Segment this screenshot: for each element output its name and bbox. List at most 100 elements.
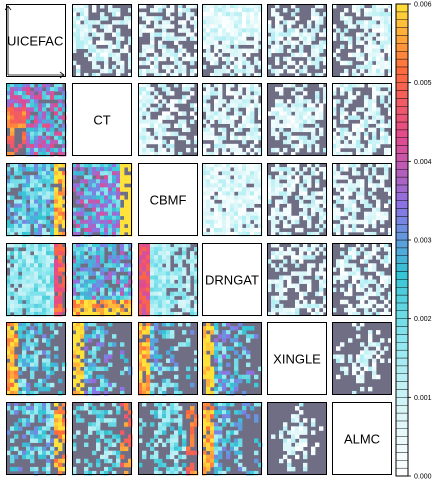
cell-value-patch [38,183,43,188]
cell-value-patch [279,32,284,37]
cell-value-patch [162,279,167,284]
cell-value-patch [226,410,231,415]
cell-value-patch [372,263,377,268]
cell-value-patch [46,342,51,347]
cell-value-patch [182,95,187,100]
cell-value-patch [368,191,373,196]
cell-value-patch [88,279,93,284]
cell-value-patch [54,283,59,289]
cell-value-patch [364,255,369,260]
cell-value-patch [186,4,191,9]
cell-value-patch [128,52,133,58]
cell-value-patch [311,418,316,423]
cell-value-patch [6,255,11,260]
cell-value-patch [246,191,251,196]
cell-value-patch [352,68,357,74]
cell-value-patch [34,271,39,276]
cell-value-patch [96,167,101,172]
cell-frame [332,243,392,316]
cell-value-patch [230,36,235,41]
cell-value-patch [80,362,85,368]
cell-value-patch [218,219,223,225]
cell-value-patch [88,287,93,293]
cell-value-patch [356,267,361,272]
cell-value-patch [356,56,361,62]
cell-value-patch [279,171,284,176]
cell-value-patch [54,402,59,407]
cell-value-patch [178,322,183,327]
cell-value-patch [254,12,259,17]
cell-value-patch [120,267,125,272]
cell-value-patch [372,111,377,116]
cell-value-patch [84,358,89,363]
cell-value-patch [54,422,59,427]
cell-value-patch [267,287,272,293]
cell-value-patch [104,378,109,384]
cell-value-patch [92,48,97,54]
cell-value-patch [30,450,35,456]
cell-value-patch [376,143,381,149]
cell-value-patch [80,223,85,229]
cell-value-patch [18,362,23,368]
cell-value-patch [206,83,211,88]
cell-value-patch [186,283,191,289]
cell-value-patch [218,143,223,149]
cell-value-patch [108,215,113,221]
cell-value-patch [186,56,191,62]
cell-value-patch [92,386,97,392]
cell-value-patch [158,438,163,443]
cell-value-patch [372,127,377,133]
cell-value-patch [319,199,324,204]
cell-value-patch [108,163,113,168]
cell-value-patch [38,135,43,141]
cell-value-patch [348,83,353,88]
cell-value-patch [100,16,105,21]
cell-value-patch [360,279,365,284]
cell-value-patch [128,8,133,13]
cell-value-patch [14,251,19,256]
colorbar-step [395,66,409,76]
cell-value-patch [352,271,357,276]
cell-value-patch [72,12,77,17]
cell-value-patch [372,103,377,108]
cell-value-patch [368,386,373,392]
cell-value-patch [158,462,163,468]
cell-value-patch [202,370,207,376]
cell-value-patch [154,151,159,157]
cell-value-patch [62,139,67,145]
cell-value-patch [206,95,211,100]
cell-value-patch [58,283,63,289]
cell-value-patch [202,195,207,200]
cell-value-patch [376,311,381,317]
cell-value-patch [58,111,63,116]
cell-value-patch [287,466,292,472]
cell-value-patch [214,402,219,407]
cell-value-patch [116,259,121,264]
cell-value-patch [154,72,159,78]
cell-value-patch [368,211,373,217]
cell-value-patch [170,299,175,305]
cell-value-patch [202,466,207,472]
cell-value-patch [22,386,27,392]
cell-value-patch [344,307,349,313]
cell-value-patch [84,195,89,200]
cell-value-patch [299,438,304,443]
cell-value-patch [234,4,239,9]
cell-value-patch [186,299,191,305]
cell-value-patch [323,251,328,256]
cell-value-patch [210,32,215,37]
cell-value-patch [352,370,357,376]
cell-value-patch [336,223,341,229]
cell-value-patch [388,255,393,260]
cell-value-patch [154,382,159,388]
cell-value-patch [100,52,105,58]
cell-value-patch [311,131,316,137]
cell-value-patch [166,279,171,284]
cell-value-patch [202,410,207,415]
cell-value-patch [26,358,31,363]
cell-value-patch [258,402,263,407]
cell-value-patch [116,255,121,260]
cell-value-patch [62,454,67,460]
cell-value-patch [287,311,292,317]
cell-value-patch [384,91,389,96]
